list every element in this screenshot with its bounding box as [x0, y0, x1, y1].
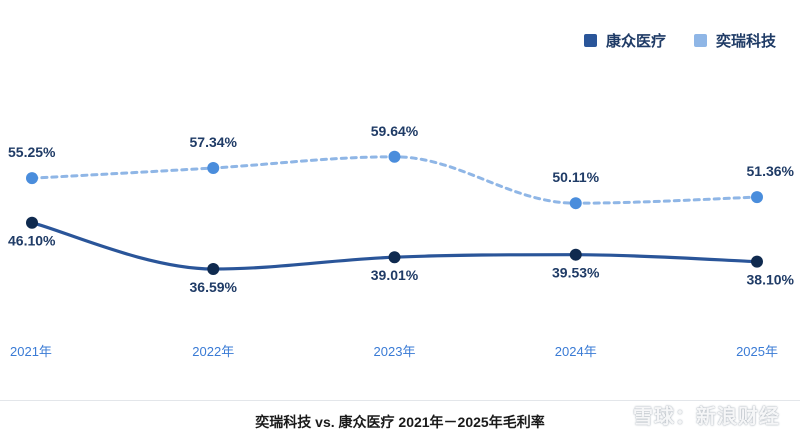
data-label-1-4: 51.36%	[747, 163, 795, 179]
data-point-0-2	[388, 251, 401, 264]
data-point-1-1	[207, 162, 220, 174]
footer-divider	[0, 400, 800, 401]
data-point-0-4	[751, 255, 763, 268]
data-label-0-4: 38.10%	[747, 272, 795, 288]
x-tick-label-2: 2023年	[374, 344, 416, 359]
series-line-1	[30, 155, 759, 205]
data-label-1-3: 50.11%	[552, 169, 599, 185]
x-tick-label-0: 2021年	[10, 344, 52, 359]
data-point-1-3	[569, 197, 582, 210]
legend-label-kangzhong: 康众医疗	[605, 33, 666, 50]
data-label-1-2: 59.64%	[371, 123, 419, 139]
data-point-0-1	[207, 263, 220, 275]
data-point-1-0	[26, 172, 38, 185]
data-label-0-0: 46.10%	[8, 233, 56, 249]
data-label-1-0: 55.25%	[8, 144, 56, 160]
data-label-0-2: 39.01%	[371, 267, 419, 283]
watermark: 雪球：新浪财经	[633, 406, 780, 428]
x-tick-label-4: 2025年	[736, 344, 778, 359]
legend-swatch-yirui	[693, 34, 707, 47]
data-point-1-2	[388, 150, 401, 163]
legend-label-yirui: 奕瑞科技	[715, 33, 776, 50]
data-label-0-1: 36.59%	[190, 279, 238, 295]
data-label-1-1: 57.34%	[190, 134, 238, 150]
legend-item-yirui: 奕瑞科技	[693, 30, 776, 51]
chart-legend: 康众医疗 奕瑞科技	[583, 30, 776, 51]
chart-title: 奕瑞科技 vs. 康众医疗 2021年－2025年毛利率	[255, 414, 545, 430]
x-tick-label-3: 2024年	[555, 344, 597, 359]
legend-item-kangzhong: 康众医疗	[583, 30, 666, 51]
data-point-1-4	[751, 191, 763, 204]
data-point-0-3	[569, 248, 582, 261]
legend-swatch-kangzhong	[583, 34, 597, 47]
data-point-0-0	[26, 216, 38, 229]
data-label-0-3: 39.53%	[552, 265, 600, 281]
x-tick-label-1: 2022年	[192, 344, 234, 359]
